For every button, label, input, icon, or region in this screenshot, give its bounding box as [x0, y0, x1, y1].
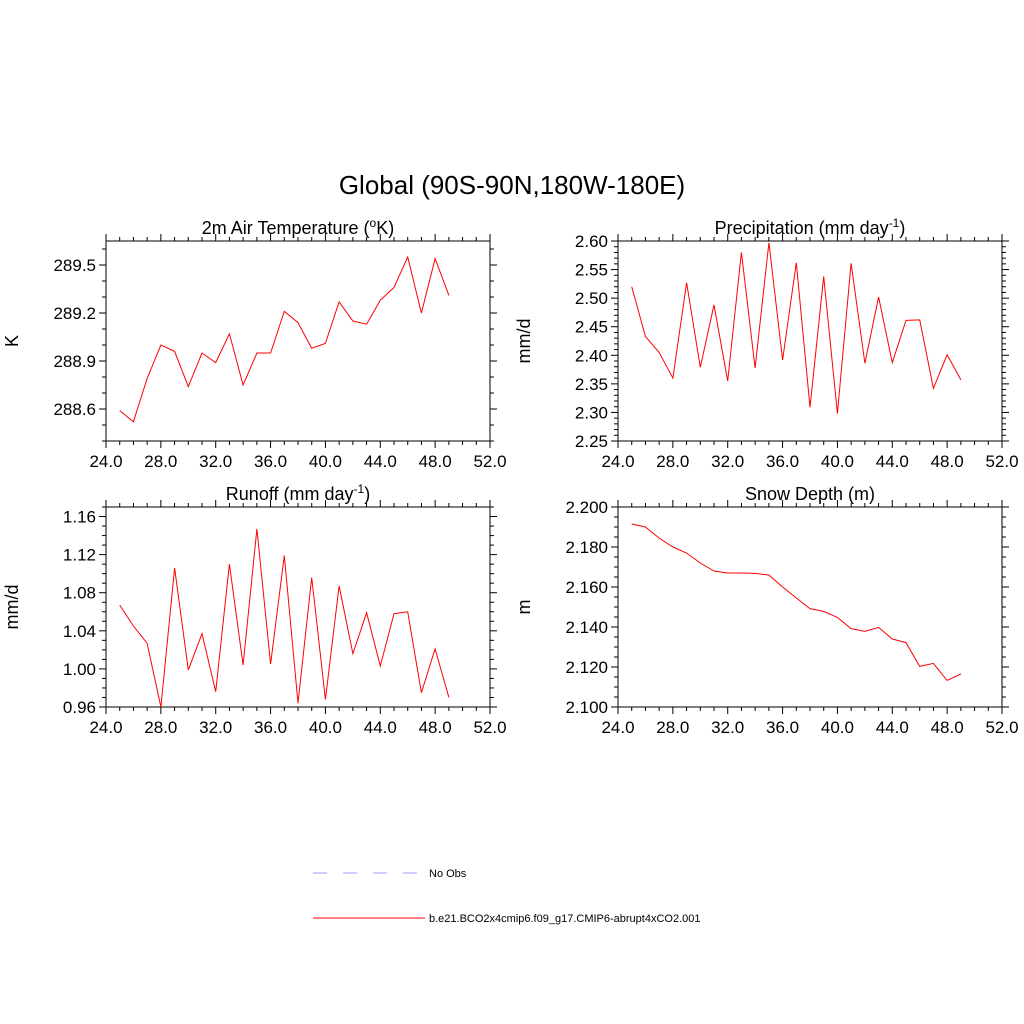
- x-tick-label: 28.0: [656, 718, 689, 737]
- x-tick-label: 36.0: [766, 452, 799, 471]
- figure-title: Global (90S-90N,180W-180E): [339, 170, 685, 200]
- y-tick-label: 289.5: [53, 256, 96, 275]
- x-tick-label: 32.0: [711, 452, 744, 471]
- y-tick-label: 1.08: [63, 584, 96, 603]
- y-tick-label: 288.9: [53, 352, 96, 371]
- x-tick-label: 32.0: [711, 718, 744, 737]
- x-tick-label: 48.0: [931, 452, 964, 471]
- panel-title: Runoff (mm day-1): [226, 482, 370, 504]
- x-tick-label: 40.0: [309, 718, 342, 737]
- y-axis-label: mm/d: [514, 319, 534, 364]
- y-tick-label: 1.16: [63, 508, 96, 527]
- x-tick-label: 32.0: [199, 718, 232, 737]
- y-tick-label: 1.04: [63, 622, 96, 641]
- x-tick-label: 36.0: [254, 718, 287, 737]
- y-tick-label: 2.50: [575, 289, 608, 308]
- x-tick-label: 44.0: [364, 718, 397, 737]
- y-tick-label: 2.60: [575, 232, 608, 251]
- x-tick-label: 44.0: [364, 452, 397, 471]
- series-line-snow: [631, 523, 962, 682]
- y-tick-label: 2.120: [565, 658, 608, 677]
- y-tick-label: 1.12: [63, 546, 96, 565]
- y-tick-label: 2.25: [575, 432, 608, 451]
- x-tick-label: 48.0: [419, 718, 452, 737]
- x-tick-label: 52.0: [985, 718, 1018, 737]
- y-tick-label: 1.00: [63, 660, 96, 679]
- x-tick-label: 52.0: [985, 452, 1018, 471]
- x-tick-label: 24.0: [601, 452, 634, 471]
- panel-precip: 24.0 28.0 32.0 36.0 40.0 44.0 48.0 52.0 2.25 2.30…: [514, 216, 1019, 471]
- y-tick-label: 2.55: [575, 261, 608, 280]
- plot-frame: [617, 240, 1003, 442]
- x-tick-label: 40.0: [821, 452, 854, 471]
- x-tick-label: 52.0: [473, 452, 506, 471]
- y-axis-label: mm/d: [2, 585, 22, 630]
- x-tick-label: 44.0: [876, 452, 909, 471]
- x-tick-label: 48.0: [931, 718, 964, 737]
- y-tick-label: 2.180: [565, 538, 608, 557]
- y-axis-label: K: [2, 335, 22, 347]
- y-tick-label: 2.100: [565, 698, 608, 717]
- y-tick-label: 2.200: [565, 498, 608, 517]
- x-tick-label: 28.0: [144, 452, 177, 471]
- x-tick-label: 40.0: [309, 452, 342, 471]
- series-line-runoff: [119, 528, 450, 708]
- x-tick-label: 44.0: [876, 718, 909, 737]
- y-tick-label: 288.6: [53, 400, 96, 419]
- legend-obs-label: No Obs: [429, 868, 467, 880]
- x-tick-label: 40.0: [821, 718, 854, 737]
- panel-title: Snow Depth (m): [745, 484, 875, 504]
- panels: 24.0 28.0 32.0 36.0 40.0 44.0 48.0 52.0 288.6 288…: [2, 216, 1019, 737]
- y-tick-label: 2.35: [575, 375, 608, 394]
- x-tick-label: 52.0: [473, 718, 506, 737]
- y-tick-label: 2.160: [565, 578, 608, 597]
- y-tick-label: 0.96: [63, 698, 96, 717]
- x-tick-label: 36.0: [766, 718, 799, 737]
- series-line-precip: [631, 242, 962, 414]
- panel-runoff: 24.0 28.0 32.0 36.0 40.0 44.0 48.0 52.0 0.96 1.00…: [2, 482, 507, 737]
- panel-title: 2m Air Temperature (oK): [202, 216, 394, 238]
- legend-model-label: b.e21.BCO2x4cmip6.f09_g17.CMIP6-abrupt4x…: [429, 913, 701, 925]
- y-tick-label: 289.2: [53, 304, 96, 323]
- x-tick-label: 24.0: [89, 452, 122, 471]
- panel-temp: 24.0 28.0 32.0 36.0 40.0 44.0 48.0 52.0 288.6 288…: [2, 216, 507, 471]
- x-tick-label: 28.0: [656, 452, 689, 471]
- legend: No Obs b.e21.BCO2x4cmip6.f09_g17.CMIP6-a…: [313, 868, 701, 925]
- series-line-temp: [119, 255, 450, 423]
- x-tick-label: 32.0: [199, 452, 232, 471]
- panel-title: Precipitation (mm day-1): [715, 216, 906, 238]
- y-tick-label: 2.45: [575, 318, 608, 337]
- panel-snow: 24.0 28.0 32.0 36.0 40.0 44.0 48.0 52.0 2.100 2.1…: [514, 484, 1019, 737]
- y-tick-label: 2.40: [575, 346, 608, 365]
- y-tick-label: 2.140: [565, 618, 608, 637]
- y-tick-label: 2.30: [575, 403, 608, 422]
- x-tick-label: 36.0: [254, 452, 287, 471]
- x-tick-label: 48.0: [419, 452, 452, 471]
- x-tick-label: 24.0: [89, 718, 122, 737]
- x-tick-label: 28.0: [144, 718, 177, 737]
- x-tick-label: 24.0: [601, 718, 634, 737]
- y-axis-label: m: [514, 600, 534, 615]
